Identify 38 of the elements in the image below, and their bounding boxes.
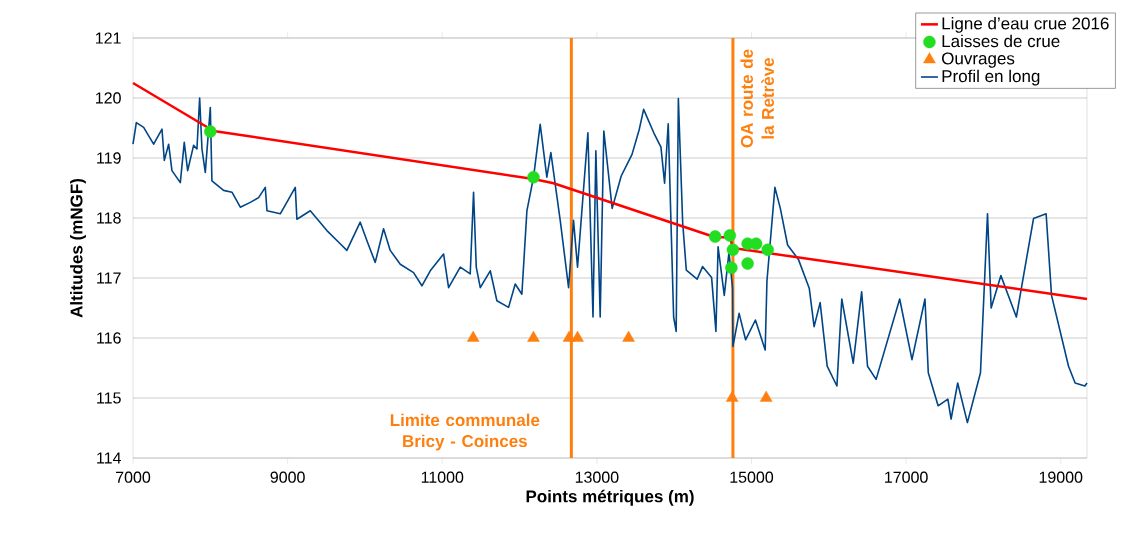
x-tick-label: 11000 [421, 471, 464, 483]
y-tick-label: 116 [97, 332, 121, 344]
point [759, 390, 773, 402]
legend-label: Laisses de crue [942, 34, 1060, 48]
x-axis-title: Points métriques (m) [526, 489, 694, 506]
point [723, 229, 737, 242]
point [726, 243, 740, 256]
point [725, 390, 739, 402]
point [466, 330, 480, 342]
legend-label: Ouvrages [942, 52, 1015, 68]
y-tick-label: 119 [97, 152, 121, 164]
point [761, 243, 774, 256]
point [204, 125, 217, 138]
legend-label: Profil en long [942, 69, 1040, 86]
y-axis-title: Altitudes (mNGF) [70, 178, 86, 318]
y-tick-label: 115 [97, 392, 121, 404]
point [708, 230, 722, 243]
point [741, 257, 754, 270]
x-tick-label: 15000 [730, 471, 774, 483]
y-tick-label: 117 [97, 272, 121, 284]
x-tick-label: 17000 [885, 471, 928, 483]
ref-line-label: Limite communale Bricy - Coinces [390, 413, 540, 451]
y-tick-label: 120 [95, 92, 121, 104]
x-tick-label: 19000 [1039, 471, 1083, 483]
x-tick-label: 7000 [116, 471, 151, 483]
point [527, 330, 540, 342]
point [527, 171, 540, 184]
x-tick-label: 13000 [575, 471, 619, 483]
legend-label: Ligne d’eau crue 2016 [942, 16, 1109, 33]
ref-line-label: OA route de la Retrève [740, 49, 774, 148]
x-tick-label: 9000 [270, 471, 305, 483]
point [571, 330, 584, 342]
y-tick-label: 118 [97, 212, 121, 224]
y-tick-label: 114 [97, 452, 122, 464]
point [725, 261, 738, 274]
y-tick-label: 121 [95, 32, 121, 44]
point [749, 237, 763, 250]
point [622, 330, 635, 342]
